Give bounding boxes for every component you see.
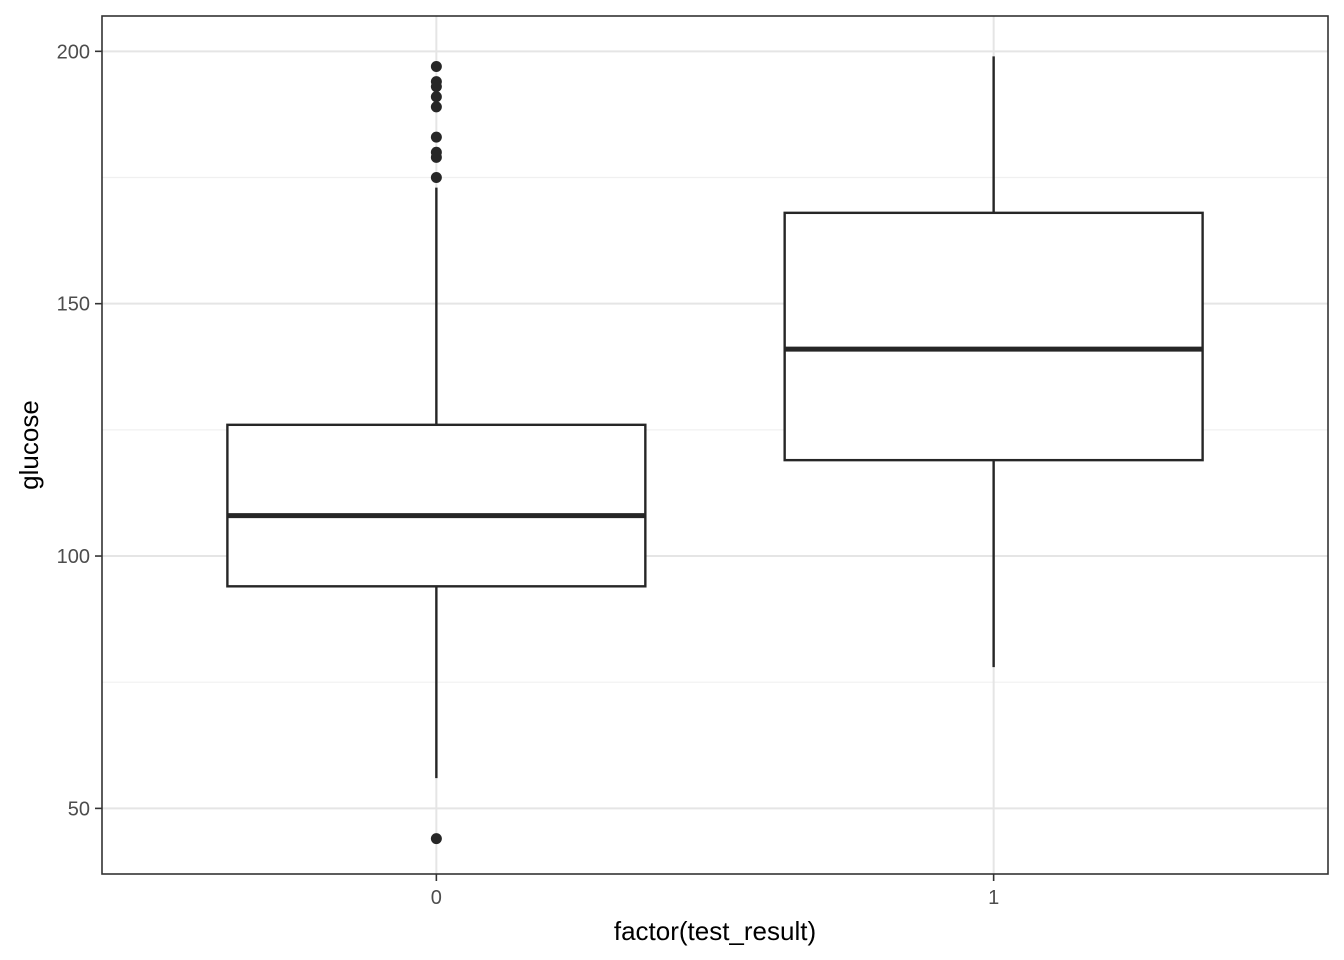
x-axis-title: factor(test_result): [614, 916, 816, 946]
outlier-point: [430, 101, 442, 113]
y-axis-title: glucose: [14, 400, 44, 490]
box-iqr: [226, 423, 647, 588]
y-tick-label: 200: [57, 41, 90, 63]
y-tick-label: 100: [57, 546, 90, 568]
outlier-point: [430, 60, 442, 72]
outlier-point: [430, 76, 442, 88]
x-tick-label: 1: [988, 887, 999, 909]
outlier-point: [430, 172, 442, 184]
x-tick-label: 0: [431, 887, 442, 909]
y-tick-label: 50: [68, 798, 90, 820]
panel-border: [101, 15, 1329, 875]
outlier-point: [430, 146, 442, 158]
y-tick-label: 150: [57, 294, 90, 316]
box-iqr: [783, 211, 1204, 462]
outlier-point: [430, 833, 442, 845]
axis-layer: 50 100 150 200 0 1: [57, 41, 1000, 909]
outlier-point: [430, 131, 442, 143]
box-layer: [226, 56, 1204, 845]
outlier-point: [430, 91, 442, 103]
